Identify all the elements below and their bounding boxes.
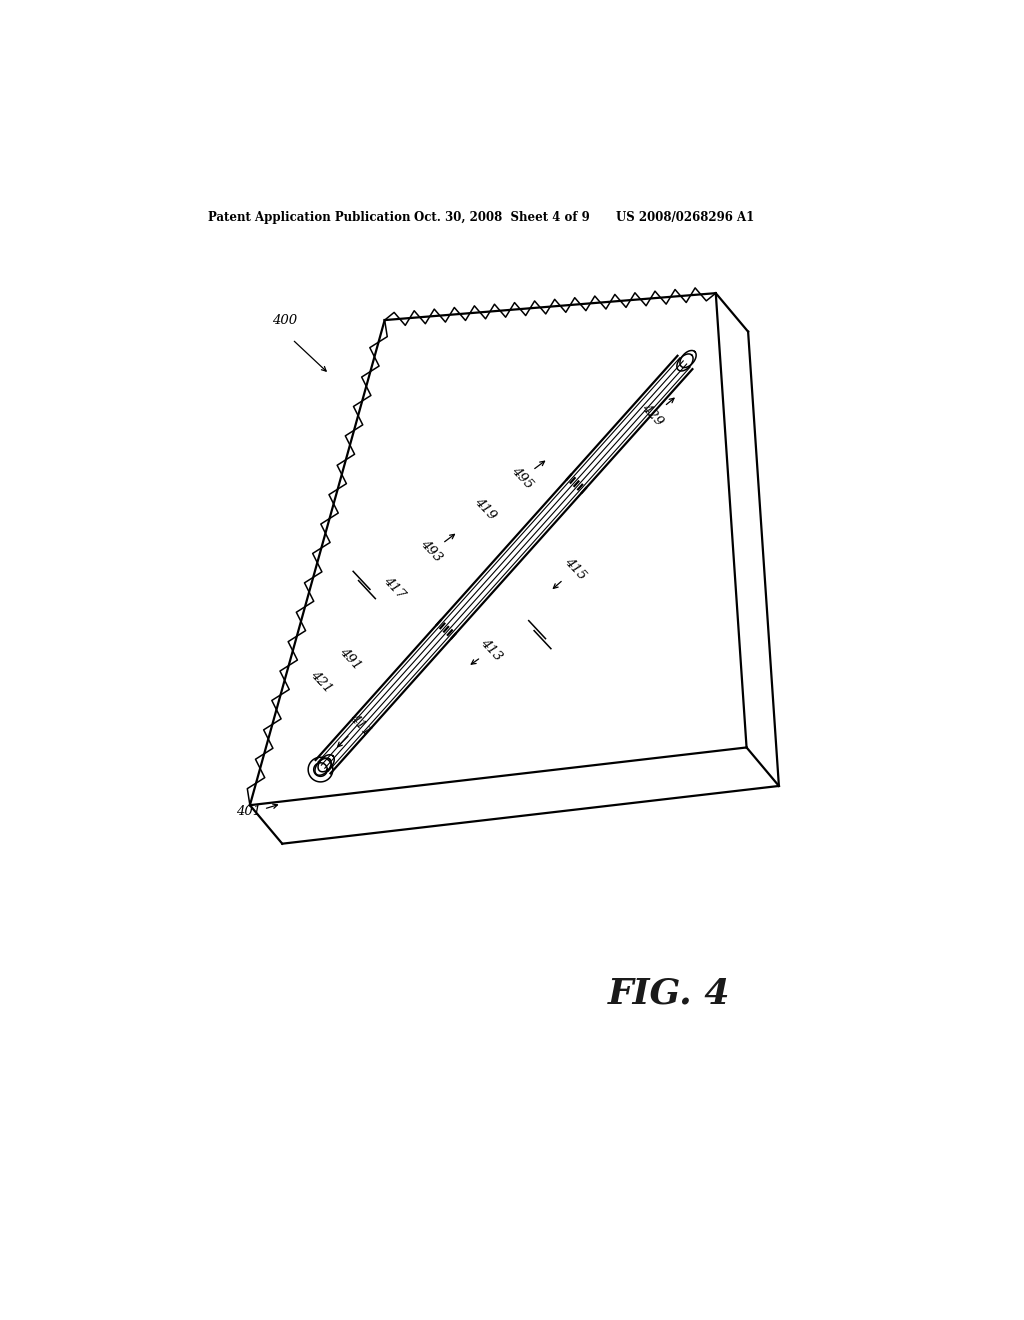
Text: 413: 413 [477, 636, 504, 663]
Text: 419: 419 [471, 495, 498, 523]
Text: 493: 493 [418, 537, 444, 565]
Text: US 2008/0268296 A1: US 2008/0268296 A1 [615, 211, 754, 224]
Text: 415: 415 [562, 556, 589, 582]
Text: 401: 401 [236, 805, 261, 818]
Text: 421: 421 [308, 668, 335, 696]
Text: 491: 491 [337, 645, 364, 672]
Text: 417: 417 [381, 574, 408, 602]
Text: 400: 400 [272, 314, 297, 326]
Text: 495: 495 [508, 465, 536, 491]
Text: FIG. 4: FIG. 4 [608, 977, 731, 1011]
Text: 411: 411 [347, 710, 374, 738]
Text: 429: 429 [639, 401, 666, 429]
Text: Patent Application Publication: Patent Application Publication [208, 211, 410, 224]
Text: Oct. 30, 2008  Sheet 4 of 9: Oct. 30, 2008 Sheet 4 of 9 [414, 211, 590, 224]
